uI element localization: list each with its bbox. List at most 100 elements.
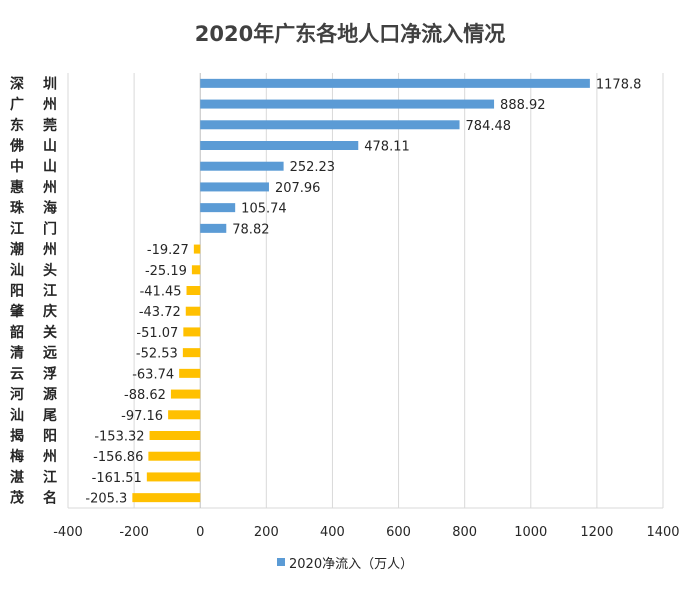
x-tick-label: 600	[386, 525, 411, 540]
category-label-char1: 河	[10, 386, 24, 403]
category-label-char2: 莞	[43, 117, 57, 134]
category-label-char1: 肇	[10, 303, 25, 320]
category-label-char1: 潮	[10, 241, 24, 258]
data-label: -51.07	[136, 326, 178, 341]
category-label-char2: 阳	[43, 429, 57, 445]
category-label-char2: 海	[43, 200, 57, 217]
bar	[193, 244, 201, 254]
bar	[146, 472, 201, 482]
category-label-char1: 茂	[10, 490, 24, 507]
category-label-char1: 梅	[10, 448, 24, 465]
category-label: 清远	[10, 345, 57, 362]
category-label: 阳江	[10, 283, 57, 300]
category-label-char2: 州	[42, 180, 57, 196]
data-label: 784.48	[466, 119, 512, 134]
data-label: -88.62	[124, 388, 166, 403]
x-tick-label: 1400	[646, 525, 679, 540]
bar	[149, 431, 201, 440]
x-tick-label: 800	[452, 525, 477, 540]
category-label: 中山	[10, 158, 57, 175]
category-label-char2: 山	[43, 159, 57, 175]
data-label: -161.51	[92, 471, 142, 486]
category-label-char1: 佛	[9, 138, 24, 155]
category-label-char2: 名	[43, 490, 57, 507]
data-label: -153.32	[94, 430, 144, 445]
chart-title: 2020年广东各地人口净流入情况	[195, 22, 505, 46]
category-label-char2: 州	[42, 97, 57, 113]
category-label-char2: 州	[42, 242, 57, 258]
bar	[200, 223, 227, 233]
category-label-char2: 浮	[43, 365, 57, 382]
x-tick-label: 1000	[514, 525, 547, 540]
bar	[191, 265, 201, 275]
category-label: 梅州	[10, 448, 57, 465]
bar	[200, 141, 359, 150]
data-label: 1178.8	[596, 77, 642, 92]
category-label: 韶关	[10, 324, 57, 341]
bar	[132, 493, 201, 503]
bar	[186, 286, 201, 295]
category-label-char2: 关	[43, 324, 57, 341]
data-label: -52.53	[136, 347, 178, 362]
category-label-char2: 尾	[43, 408, 57, 424]
legend: 2020净流入（万人）	[277, 557, 413, 572]
data-label: 478.11	[364, 140, 410, 155]
category-label-char1: 深	[10, 75, 24, 92]
bar	[200, 120, 460, 130]
bar	[168, 410, 201, 420]
bar	[170, 389, 201, 399]
data-label: -43.72	[139, 305, 181, 320]
category-label: 惠州	[10, 179, 57, 196]
bar	[200, 161, 284, 171]
bar	[200, 203, 236, 213]
bar	[148, 451, 201, 461]
x-tick-label: 1200	[580, 525, 613, 540]
data-label: -19.27	[147, 243, 189, 258]
data-label: -97.16	[121, 409, 163, 424]
category-label-char2: 源	[43, 386, 57, 403]
bar	[200, 99, 495, 109]
bar	[179, 368, 201, 378]
category-label: 东莞	[10, 117, 57, 134]
data-label: -63.74	[132, 367, 174, 382]
bar	[200, 78, 590, 88]
category-label-char2: 远	[43, 346, 57, 362]
category-label-char1: 清	[10, 345, 24, 362]
data-label: 252.23	[290, 160, 336, 175]
category-label-char2: 庆	[43, 303, 57, 320]
category-label-char1: 珠	[10, 200, 25, 217]
category-label-char1: 中	[10, 158, 24, 175]
bar	[183, 327, 201, 337]
category-label-char1: 东	[10, 117, 24, 134]
category-label-char2: 江	[43, 469, 57, 486]
category-label: 江门	[10, 220, 57, 237]
bar	[200, 182, 269, 192]
data-label: 888.92	[500, 98, 546, 113]
category-label: 佛山	[9, 138, 57, 155]
category-label: 汕头	[10, 262, 57, 279]
category-label-char2: 州	[42, 449, 57, 465]
data-label: 78.82	[232, 222, 269, 237]
category-label: 肇庆	[10, 303, 57, 320]
legend-swatch	[277, 558, 285, 566]
x-tick-label: -200	[119, 525, 149, 540]
bar	[182, 348, 201, 358]
category-label-char2: 头	[43, 262, 57, 279]
category-label-char1: 汕	[10, 407, 24, 424]
category-label-char1: 湛	[10, 469, 24, 486]
category-label: 珠海	[10, 200, 57, 217]
category-label: 云浮	[10, 365, 57, 382]
x-tick-label: 200	[254, 525, 279, 540]
category-label: 揭阳	[10, 428, 57, 445]
category-label: 湛江	[10, 469, 57, 486]
data-label: 105.74	[241, 202, 287, 217]
category-label: 河源	[10, 386, 57, 403]
category-label: 深圳	[10, 75, 57, 92]
category-label-char2: 江	[43, 283, 57, 300]
category-label-char2: 门	[43, 220, 57, 237]
data-label: -25.19	[145, 264, 187, 279]
category-label: 潮州	[10, 241, 57, 258]
category-label-char1: 阳	[10, 284, 24, 300]
